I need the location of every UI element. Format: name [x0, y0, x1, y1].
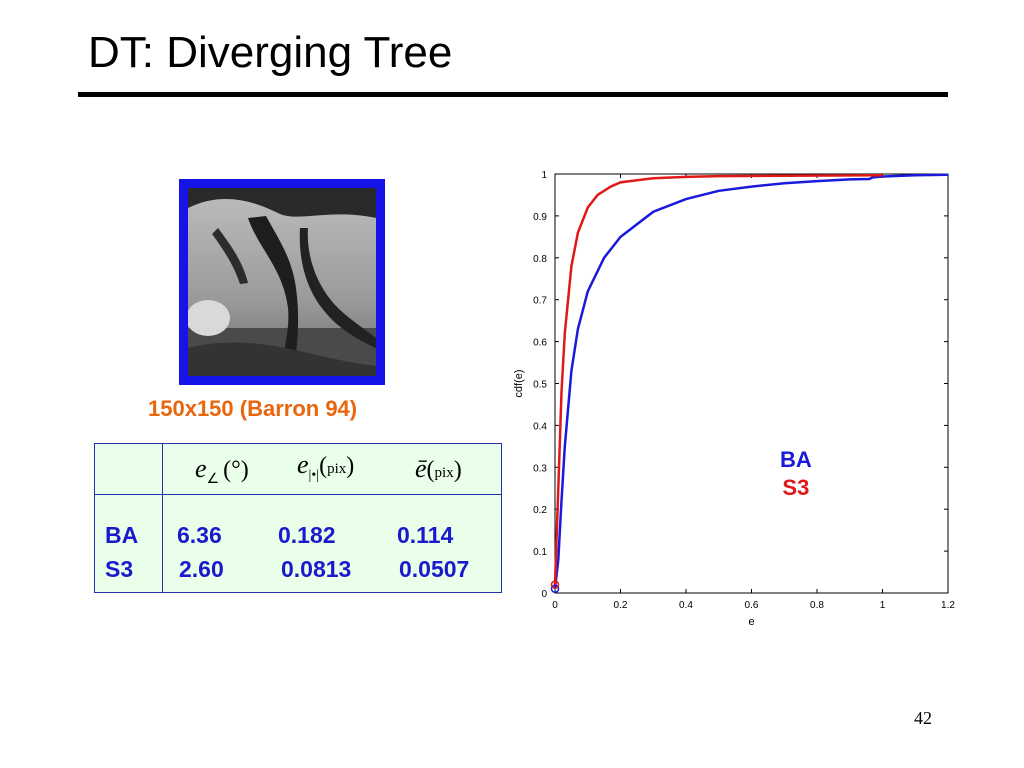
slide-title: DT: Diverging Tree: [88, 28, 453, 77]
page-number: 42: [914, 708, 932, 728]
y-tick-label: 0.5: [533, 380, 547, 391]
cell-s3-mean: 0.0507: [399, 556, 470, 582]
x-tick-label: 0.8: [810, 600, 824, 611]
cell-s3-angular: 2.60: [179, 556, 224, 582]
title-divider: [78, 92, 948, 97]
x-tick-label: 1.2: [941, 600, 955, 611]
table-vertical-divider: [162, 444, 163, 592]
table-horizontal-divider: [95, 494, 501, 495]
diverging-tree-image: [188, 188, 376, 376]
x-tick-label: 0.2: [614, 600, 628, 611]
error-table: e∠ (°) e|•|(pix) ē(pix) BA 6.36 0.182 0.1…: [94, 443, 502, 593]
y-tick-label: 0.1: [533, 547, 547, 558]
x-tick-label: 0.6: [745, 600, 759, 611]
cell-ba-magnitude: 0.182: [278, 522, 336, 548]
cdf-chart: 0 0.2 0.4 0.6 0.8 1 1.2 0 0.1 0.2 0.3 0.4 0.5 0.6 0.7 0…: [513, 170, 955, 628]
image-caption: 150x150 (Barron 94): [148, 396, 358, 421]
x-tick-label: 1: [880, 600, 886, 611]
series-line-ba: [553, 173, 949, 589]
y-tick-label: 0.9: [533, 212, 547, 223]
cell-ba-angular: 6.36: [177, 522, 222, 548]
plot-area: [554, 173, 949, 594]
header-angular-error: e∠ (°): [195, 454, 249, 487]
y-tick-label: 0.8: [533, 254, 547, 265]
y-tick-label: 0.3: [533, 463, 547, 474]
series-line-s3: [553, 174, 883, 585]
x-axis-label: e: [748, 616, 754, 628]
header-mean-error: ē(pix): [415, 454, 462, 483]
series-layer: [550, 173, 949, 594]
legend-item-ba: BA: [780, 447, 812, 472]
cell-ba-mean: 0.114: [397, 522, 454, 548]
row-label-s3: S3: [105, 556, 134, 582]
series-start-marker-ba: [550, 584, 560, 594]
tree-image-frame: [179, 179, 385, 385]
y-tick-label: 0.6: [533, 338, 547, 349]
y-tick-label: 0: [541, 589, 547, 600]
series-start-marker-s3: [550, 580, 560, 589]
x-tick-label: 0: [552, 600, 558, 611]
header-magnitude-error: e|•|(pix): [297, 450, 355, 483]
cell-s3-magnitude: 0.0813: [281, 556, 352, 582]
y-tick-label: 0.4: [533, 421, 547, 432]
row-label-ba: BA: [105, 522, 139, 548]
tick-labels: 0 0.2 0.4 0.6 0.8 1 1.2 0 0.1 0.2 0.3 0.4 0.5 0.6 0.7 0…: [533, 170, 955, 611]
y-tick-label: 0.2: [533, 505, 547, 516]
chart-legend: BA S3: [780, 446, 812, 502]
y-axis-label: cdf(e): [513, 369, 525, 397]
y-tick-label: 0.7: [533, 296, 547, 307]
x-tick-label: 0.4: [679, 600, 693, 611]
y-tick-label: 1: [541, 170, 547, 181]
legend-item-s3: S3: [782, 475, 810, 500]
